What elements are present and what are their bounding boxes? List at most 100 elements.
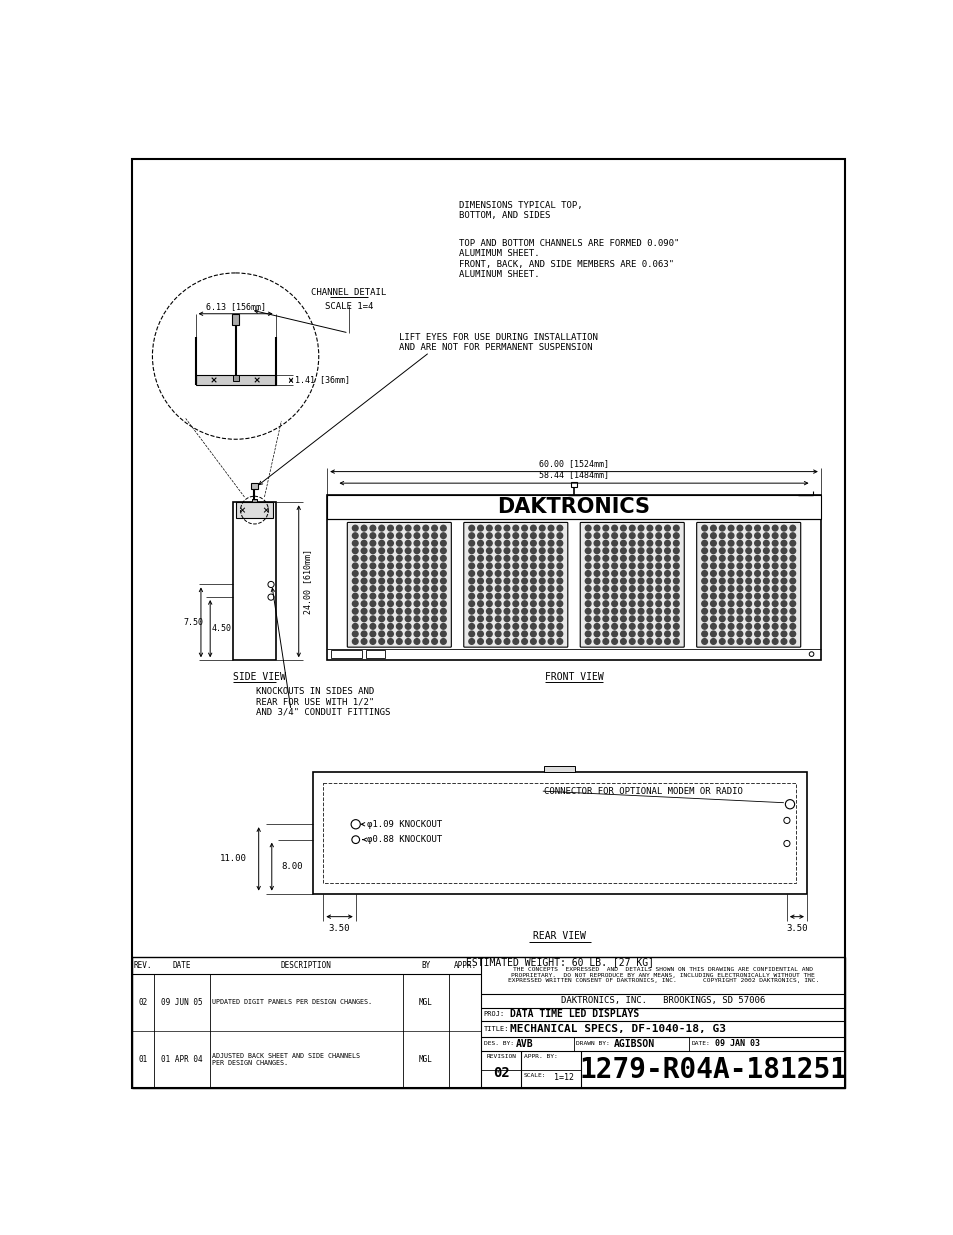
Circle shape (594, 578, 599, 584)
Bar (544, 766, 575, 772)
Circle shape (638, 556, 643, 561)
Circle shape (370, 601, 375, 606)
Circle shape (432, 541, 436, 546)
Circle shape (486, 631, 492, 637)
Circle shape (602, 624, 608, 629)
Bar (236, 503, 273, 517)
Circle shape (745, 585, 751, 592)
Circle shape (495, 593, 500, 599)
Circle shape (422, 556, 428, 561)
Text: SIDE VIEW: SIDE VIEW (233, 672, 286, 682)
Circle shape (655, 593, 660, 599)
Circle shape (361, 638, 367, 645)
Circle shape (754, 593, 760, 599)
Circle shape (727, 638, 733, 645)
Circle shape (737, 548, 742, 553)
Circle shape (414, 532, 419, 538)
Circle shape (585, 525, 590, 531)
Circle shape (602, 556, 608, 561)
Circle shape (789, 609, 795, 614)
Circle shape (745, 624, 751, 629)
Circle shape (664, 585, 670, 592)
Circle shape (361, 525, 367, 531)
Circle shape (710, 585, 716, 592)
Circle shape (548, 601, 554, 606)
Circle shape (396, 609, 402, 614)
Circle shape (781, 563, 786, 569)
Bar (252, 483, 257, 489)
Circle shape (789, 616, 795, 621)
Circle shape (772, 525, 777, 531)
Circle shape (378, 548, 384, 553)
Circle shape (513, 593, 518, 599)
Circle shape (352, 556, 357, 561)
Circle shape (673, 548, 679, 553)
Circle shape (719, 563, 724, 569)
Text: 60.00 [1524mm]: 60.00 [1524mm] (538, 458, 608, 468)
Circle shape (370, 624, 375, 629)
Circle shape (594, 532, 599, 538)
Circle shape (781, 631, 786, 637)
Circle shape (594, 601, 599, 606)
Circle shape (727, 525, 733, 531)
Circle shape (664, 563, 670, 569)
Circle shape (727, 571, 733, 577)
Circle shape (620, 525, 625, 531)
Circle shape (789, 571, 795, 577)
Circle shape (737, 541, 742, 546)
Circle shape (745, 593, 751, 599)
Text: SCALE 1=4: SCALE 1=4 (324, 303, 373, 311)
Circle shape (521, 578, 527, 584)
Circle shape (781, 548, 786, 553)
Circle shape (754, 548, 760, 553)
Circle shape (638, 624, 643, 629)
Circle shape (503, 624, 509, 629)
Circle shape (548, 525, 554, 531)
Circle shape (503, 585, 509, 592)
Circle shape (737, 638, 742, 645)
Circle shape (486, 624, 492, 629)
Circle shape (710, 616, 716, 621)
Circle shape (396, 593, 402, 599)
Circle shape (664, 532, 670, 538)
Text: 01: 01 (138, 1055, 148, 1065)
Circle shape (611, 624, 617, 629)
Circle shape (673, 631, 679, 637)
Circle shape (611, 556, 617, 561)
Circle shape (611, 563, 617, 569)
Text: UPDATED DIGIT PANELS PER DESIGN CHANGES.: UPDATED DIGIT PANELS PER DESIGN CHANGES. (213, 999, 372, 1005)
Circle shape (513, 631, 518, 637)
Circle shape (387, 563, 393, 569)
Circle shape (611, 571, 617, 577)
Circle shape (602, 532, 608, 538)
Circle shape (611, 609, 617, 614)
Circle shape (611, 616, 617, 621)
Circle shape (664, 578, 670, 584)
Circle shape (646, 578, 652, 584)
Circle shape (361, 532, 367, 538)
Circle shape (664, 624, 670, 629)
Circle shape (745, 548, 751, 553)
Circle shape (701, 585, 707, 592)
Circle shape (486, 616, 492, 621)
Circle shape (432, 578, 436, 584)
Circle shape (503, 601, 509, 606)
Circle shape (513, 624, 518, 629)
Circle shape (655, 631, 660, 637)
Circle shape (422, 532, 428, 538)
Circle shape (495, 638, 500, 645)
Circle shape (495, 563, 500, 569)
Circle shape (646, 638, 652, 645)
Circle shape (754, 563, 760, 569)
Circle shape (629, 624, 635, 629)
Circle shape (422, 571, 428, 577)
Circle shape (754, 525, 760, 531)
Circle shape (789, 525, 795, 531)
Circle shape (495, 616, 500, 621)
Circle shape (585, 541, 590, 546)
Circle shape (710, 556, 716, 561)
Circle shape (352, 525, 357, 531)
Circle shape (710, 548, 716, 553)
Circle shape (673, 563, 679, 569)
Circle shape (701, 631, 707, 637)
